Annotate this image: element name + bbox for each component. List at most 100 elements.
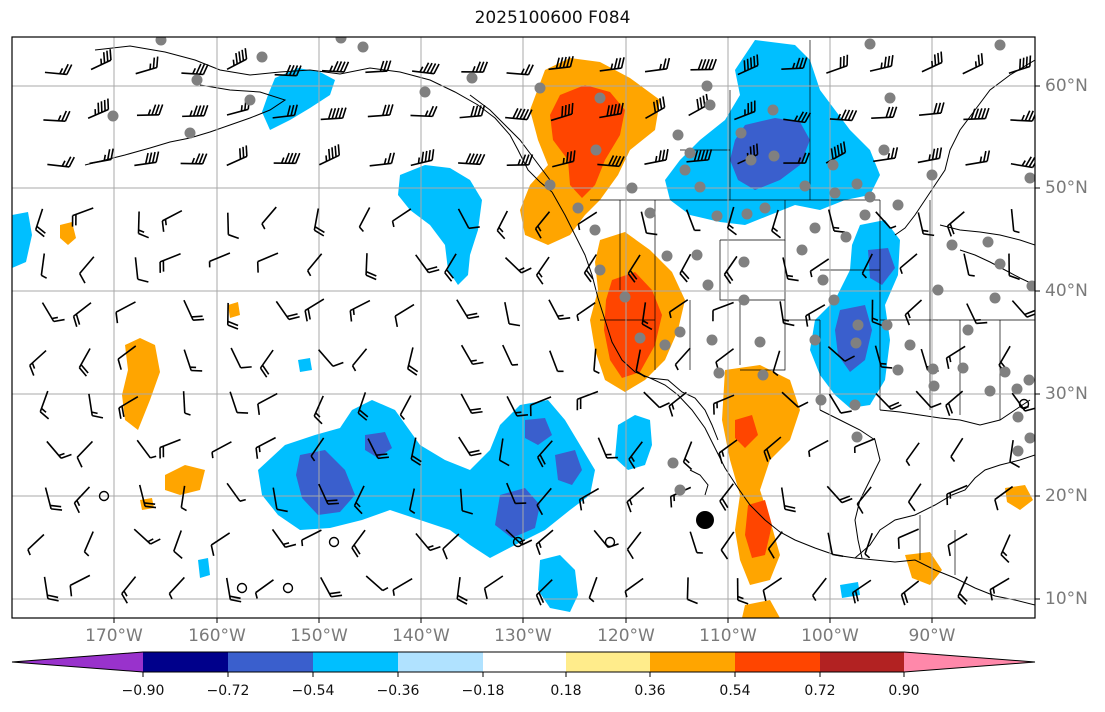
wind-barb xyxy=(627,254,641,283)
colorbar-segment xyxy=(313,652,398,672)
wind-barb xyxy=(271,528,297,549)
wind-barb xyxy=(89,148,114,165)
station-dot xyxy=(851,431,863,443)
wind-barb xyxy=(624,577,644,598)
colorbar-label: −0.72 xyxy=(206,683,250,699)
wind-barb xyxy=(763,436,782,462)
station-dot xyxy=(619,291,631,303)
wind-barb xyxy=(963,107,990,121)
wind-barb xyxy=(827,532,844,558)
station-dot xyxy=(815,394,827,406)
wind-barb xyxy=(459,488,473,515)
wind-barb xyxy=(408,488,416,514)
wind-barb xyxy=(762,577,783,602)
wind-barb xyxy=(272,104,298,119)
positive-anomaly-regions xyxy=(60,58,1033,618)
lat-label-60n: 60°N xyxy=(1045,76,1088,96)
wind-barb xyxy=(88,393,104,419)
wind-barb xyxy=(159,438,181,459)
wind-barb xyxy=(134,257,149,283)
wind-barb xyxy=(272,487,288,513)
colorbar-segment xyxy=(650,652,735,672)
station-dot xyxy=(184,127,196,139)
wind-barb xyxy=(897,528,919,549)
wind-barb xyxy=(226,212,240,240)
colorbar-segment xyxy=(228,652,313,672)
wind-barb xyxy=(599,57,625,72)
wind-barb xyxy=(781,57,808,70)
wind-barb xyxy=(304,298,325,322)
wind-barb xyxy=(115,301,136,324)
wind-barb xyxy=(273,152,301,165)
station-dot xyxy=(827,159,839,171)
wind-barb xyxy=(853,437,876,454)
wind-barb xyxy=(460,344,484,366)
wind-barb xyxy=(78,348,91,377)
wind-barb xyxy=(548,299,571,321)
station-dot xyxy=(735,127,747,139)
wind-barb xyxy=(496,210,509,240)
wind-barb xyxy=(226,145,248,167)
wind-barb xyxy=(904,299,923,326)
wind-barb xyxy=(535,256,550,285)
wind-barb xyxy=(1010,156,1035,169)
wind-barb xyxy=(76,440,94,468)
wind-barb xyxy=(306,253,323,277)
wind-barb xyxy=(644,57,671,73)
station-dot xyxy=(1011,383,1023,395)
wind-barb xyxy=(319,144,341,166)
station-dot xyxy=(817,274,829,286)
station-dot xyxy=(684,147,696,159)
wind-barb xyxy=(415,254,440,274)
wind-barb xyxy=(182,105,209,118)
wind-barb xyxy=(300,529,322,547)
station-dot xyxy=(768,150,780,162)
wind-barb xyxy=(965,150,991,166)
station-dot xyxy=(659,339,671,351)
colorbar-segment xyxy=(398,652,483,672)
wind-barb xyxy=(502,344,519,366)
station-dot xyxy=(759,202,771,214)
wind-barb xyxy=(726,206,737,236)
wind-barb xyxy=(668,299,689,319)
wind-barb xyxy=(483,575,504,600)
wind-barb xyxy=(917,212,935,237)
wind-barb xyxy=(47,156,75,168)
wind-barb xyxy=(827,209,846,233)
wind-barb xyxy=(917,147,943,164)
station-dot xyxy=(155,37,167,46)
wind-barb xyxy=(962,53,984,75)
colorbar-label: 0.90 xyxy=(888,683,920,699)
wind-barb xyxy=(72,302,92,327)
station-dot xyxy=(840,231,852,243)
wind-barb xyxy=(183,349,203,372)
wind-barb xyxy=(225,577,242,603)
colorbar-label: 0.36 xyxy=(634,683,666,699)
station-dot xyxy=(594,264,606,276)
wind-barb xyxy=(255,436,276,459)
wind-barb xyxy=(597,155,625,168)
wind-barb xyxy=(905,442,920,467)
wind-barb xyxy=(367,438,389,460)
station-dot xyxy=(962,324,974,336)
lon-label-130w: 130°W xyxy=(494,626,552,646)
wind-barb xyxy=(135,56,159,75)
station-dot xyxy=(711,210,723,222)
wind-barb xyxy=(168,576,185,600)
lat-label-20n: 20°N xyxy=(1045,486,1088,506)
wind-barb xyxy=(406,347,419,376)
wind-barb xyxy=(73,486,91,514)
wind-barb xyxy=(736,578,749,605)
wind-barb xyxy=(226,48,248,71)
wind-barb xyxy=(349,299,371,322)
station-dot xyxy=(667,457,679,469)
lon-label-150w: 150°W xyxy=(290,626,348,646)
colorbar-label: −0.90 xyxy=(121,683,165,699)
wind-barb xyxy=(138,484,157,509)
wind-barb xyxy=(690,58,717,71)
station-dot xyxy=(892,199,904,211)
wind-barb xyxy=(779,301,795,327)
wind-barb xyxy=(712,301,734,322)
wind-barb xyxy=(946,484,968,506)
wind-barb xyxy=(83,531,94,557)
